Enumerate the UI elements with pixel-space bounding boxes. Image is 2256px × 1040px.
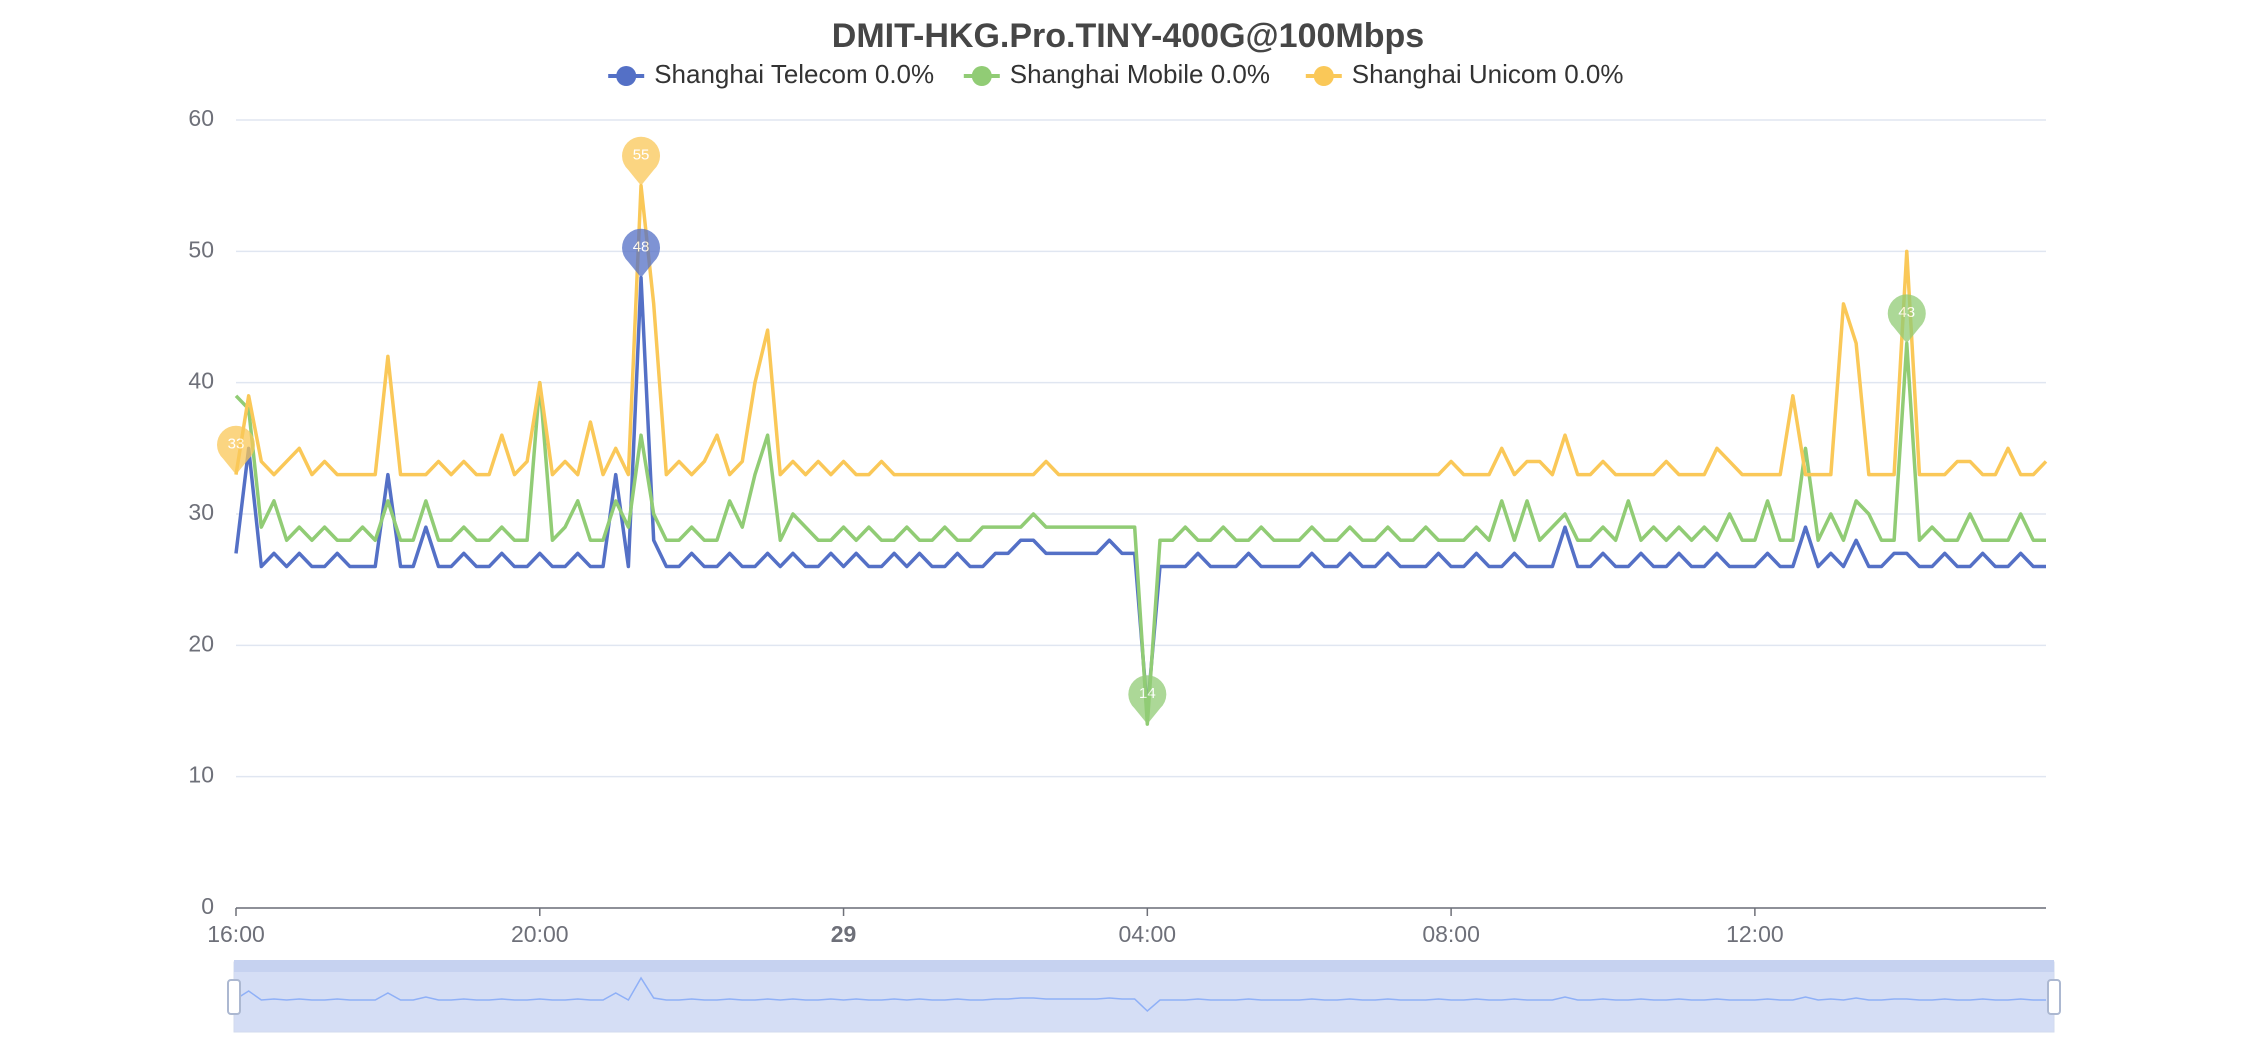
legend-symbol — [616, 66, 637, 86]
zoom-preview — [235, 976, 2046, 1013]
mark-point: 33 — [217, 425, 255, 475]
legend-label: Shanghai Mobile 0.0% — [1010, 59, 1270, 89]
y-tick-label: 0 — [201, 893, 214, 919]
series-line — [234, 341, 2046, 726]
x-tick-label: 20:00 — [511, 921, 569, 947]
mark-pin — [217, 425, 255, 475]
mark-label: 33 — [228, 436, 245, 453]
mark-point: 48 — [622, 228, 661, 278]
x-tick-label: 08:00 — [1422, 921, 1480, 947]
series-line — [234, 183, 2048, 477]
mark-pin — [1128, 675, 1167, 725]
x-tick-label: 12:00 — [1726, 921, 1784, 947]
legend-symbol — [1313, 66, 1334, 86]
zoom-track — [233, 961, 2055, 1033]
y-tick-label: 10 — [188, 762, 214, 788]
x-tick-label: 29 — [831, 921, 857, 947]
y-tick-label: 60 — [188, 105, 214, 131]
zoom-bar — [234, 960, 2054, 972]
y-tick-label: 20 — [188, 630, 214, 656]
mark-label: 48 — [633, 239, 650, 256]
legend-label: Shanghai Telecom 0.0% — [654, 59, 934, 89]
legend-item: Shanghai Telecom 0.0% — [608, 59, 934, 89]
zoom-handle — [2047, 979, 2061, 1015]
mark-pin — [622, 228, 661, 278]
mark-pin — [1887, 294, 1926, 344]
chart-title: DMIT-HKG.Pro.TINY-400G@100Mbps — [832, 17, 1424, 55]
mark-label: 43 — [1898, 304, 1915, 321]
legend-symbol — [971, 66, 992, 86]
y-tick-label: 50 — [188, 236, 214, 262]
x-tick-label: 16:00 — [207, 921, 265, 947]
zoom-handle — [227, 979, 241, 1015]
legend-item: Shanghai Unicom 0.0% — [1305, 59, 1624, 89]
mark-label: 55 — [633, 147, 650, 164]
legend-item: Shanghai Mobile 0.0% — [963, 59, 1270, 89]
mark-point: 55 — [622, 136, 661, 186]
mark-point: 14 — [1128, 675, 1167, 725]
x-tick-label: 04:00 — [1119, 921, 1177, 947]
mark-point: 43 — [1887, 294, 1926, 344]
mark-label: 14 — [1139, 685, 1156, 702]
y-tick-label: 30 — [188, 499, 214, 525]
y-tick-label: 40 — [188, 368, 214, 394]
legend-label: Shanghai Unicom 0.0% — [1352, 59, 1624, 89]
mark-pin — [622, 136, 661, 186]
